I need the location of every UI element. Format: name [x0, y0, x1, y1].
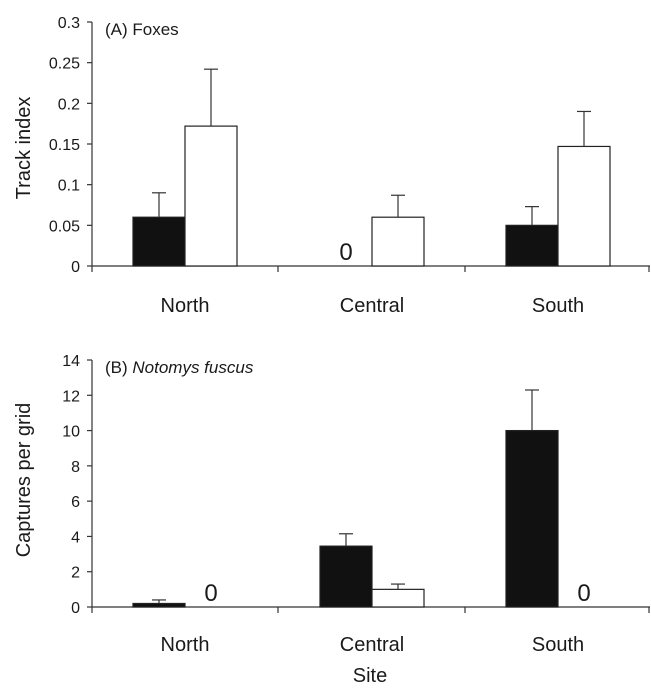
panel-a-label: (A) — [105, 20, 132, 39]
panel-a-y-tick-label: 0.05 — [49, 218, 80, 235]
panel-b-title: (B) Notomys fuscus — [105, 358, 254, 377]
panel-a-bar — [371, 216, 425, 267]
panel-b-bar — [371, 588, 425, 608]
panel-a-category-label: North — [161, 295, 210, 317]
panel-a-y-tick-label: 0.1 — [58, 178, 80, 195]
panel-b-y-tick-label: 8 — [71, 459, 80, 476]
panel-b-bar — [132, 602, 186, 608]
panel-a-bar — [557, 145, 611, 267]
panel-a-bar — [132, 216, 186, 267]
panel-a-bar — [184, 125, 238, 267]
panel-a-y-tick-label: 0.2 — [58, 96, 80, 113]
panel-a-title-text: Foxes — [132, 20, 178, 39]
panel-b-zero-label: 0 — [577, 580, 590, 607]
panel-a: (A) Foxes Track index 0 0.05 0.1 0.15 0.2 0.2… — [13, 15, 650, 317]
panel-a-y-tick-label: 0 — [71, 259, 80, 276]
panel-b-y-axis-label: Captures per grid — [13, 403, 35, 558]
panel-b-category-label: Central — [340, 634, 404, 656]
panel-b-title-text: Notomys fuscus — [132, 358, 253, 377]
panel-b-category-label: North — [161, 634, 210, 656]
panel-b-y-tick-label: 14 — [62, 353, 80, 370]
panel-b-category-label: South — [532, 634, 584, 656]
panel-b-zero-label: 0 — [204, 580, 217, 607]
panel-a-category-label: South — [532, 295, 584, 317]
panel-b-y-tick-label: 4 — [71, 529, 80, 546]
panel-a-title: (A) Foxes — [105, 20, 179, 39]
panel-b-label: (B) — [105, 358, 132, 377]
panel-b-y-tick-label: 6 — [71, 494, 80, 511]
panel-b: (B) Notomys fuscus Captures per grid Sit… — [13, 353, 650, 687]
panel-a-y-tick-label: 0.25 — [49, 56, 80, 73]
panel-a-category-label: Central — [340, 295, 404, 317]
panel-b-y-tick-label: 12 — [62, 388, 80, 405]
panel-a-y-axis-label: Track index — [13, 97, 35, 200]
panel-b-x-axis-label: Site — [353, 665, 387, 687]
panel-a-y-tick-label: 0.15 — [49, 137, 80, 154]
panel-b-y-tick-label: 2 — [71, 565, 80, 582]
panel-b-bar — [505, 429, 559, 608]
panel-a-y-tick-label: 0.3 — [58, 15, 80, 32]
panel-a-zero-label: 0 — [339, 239, 352, 266]
panel-a-bar — [505, 224, 559, 267]
panel-b-y-tick-label: 0 — [71, 600, 80, 617]
panel-b-y-tick-label: 10 — [62, 424, 80, 441]
panel-b-bar — [319, 545, 373, 608]
